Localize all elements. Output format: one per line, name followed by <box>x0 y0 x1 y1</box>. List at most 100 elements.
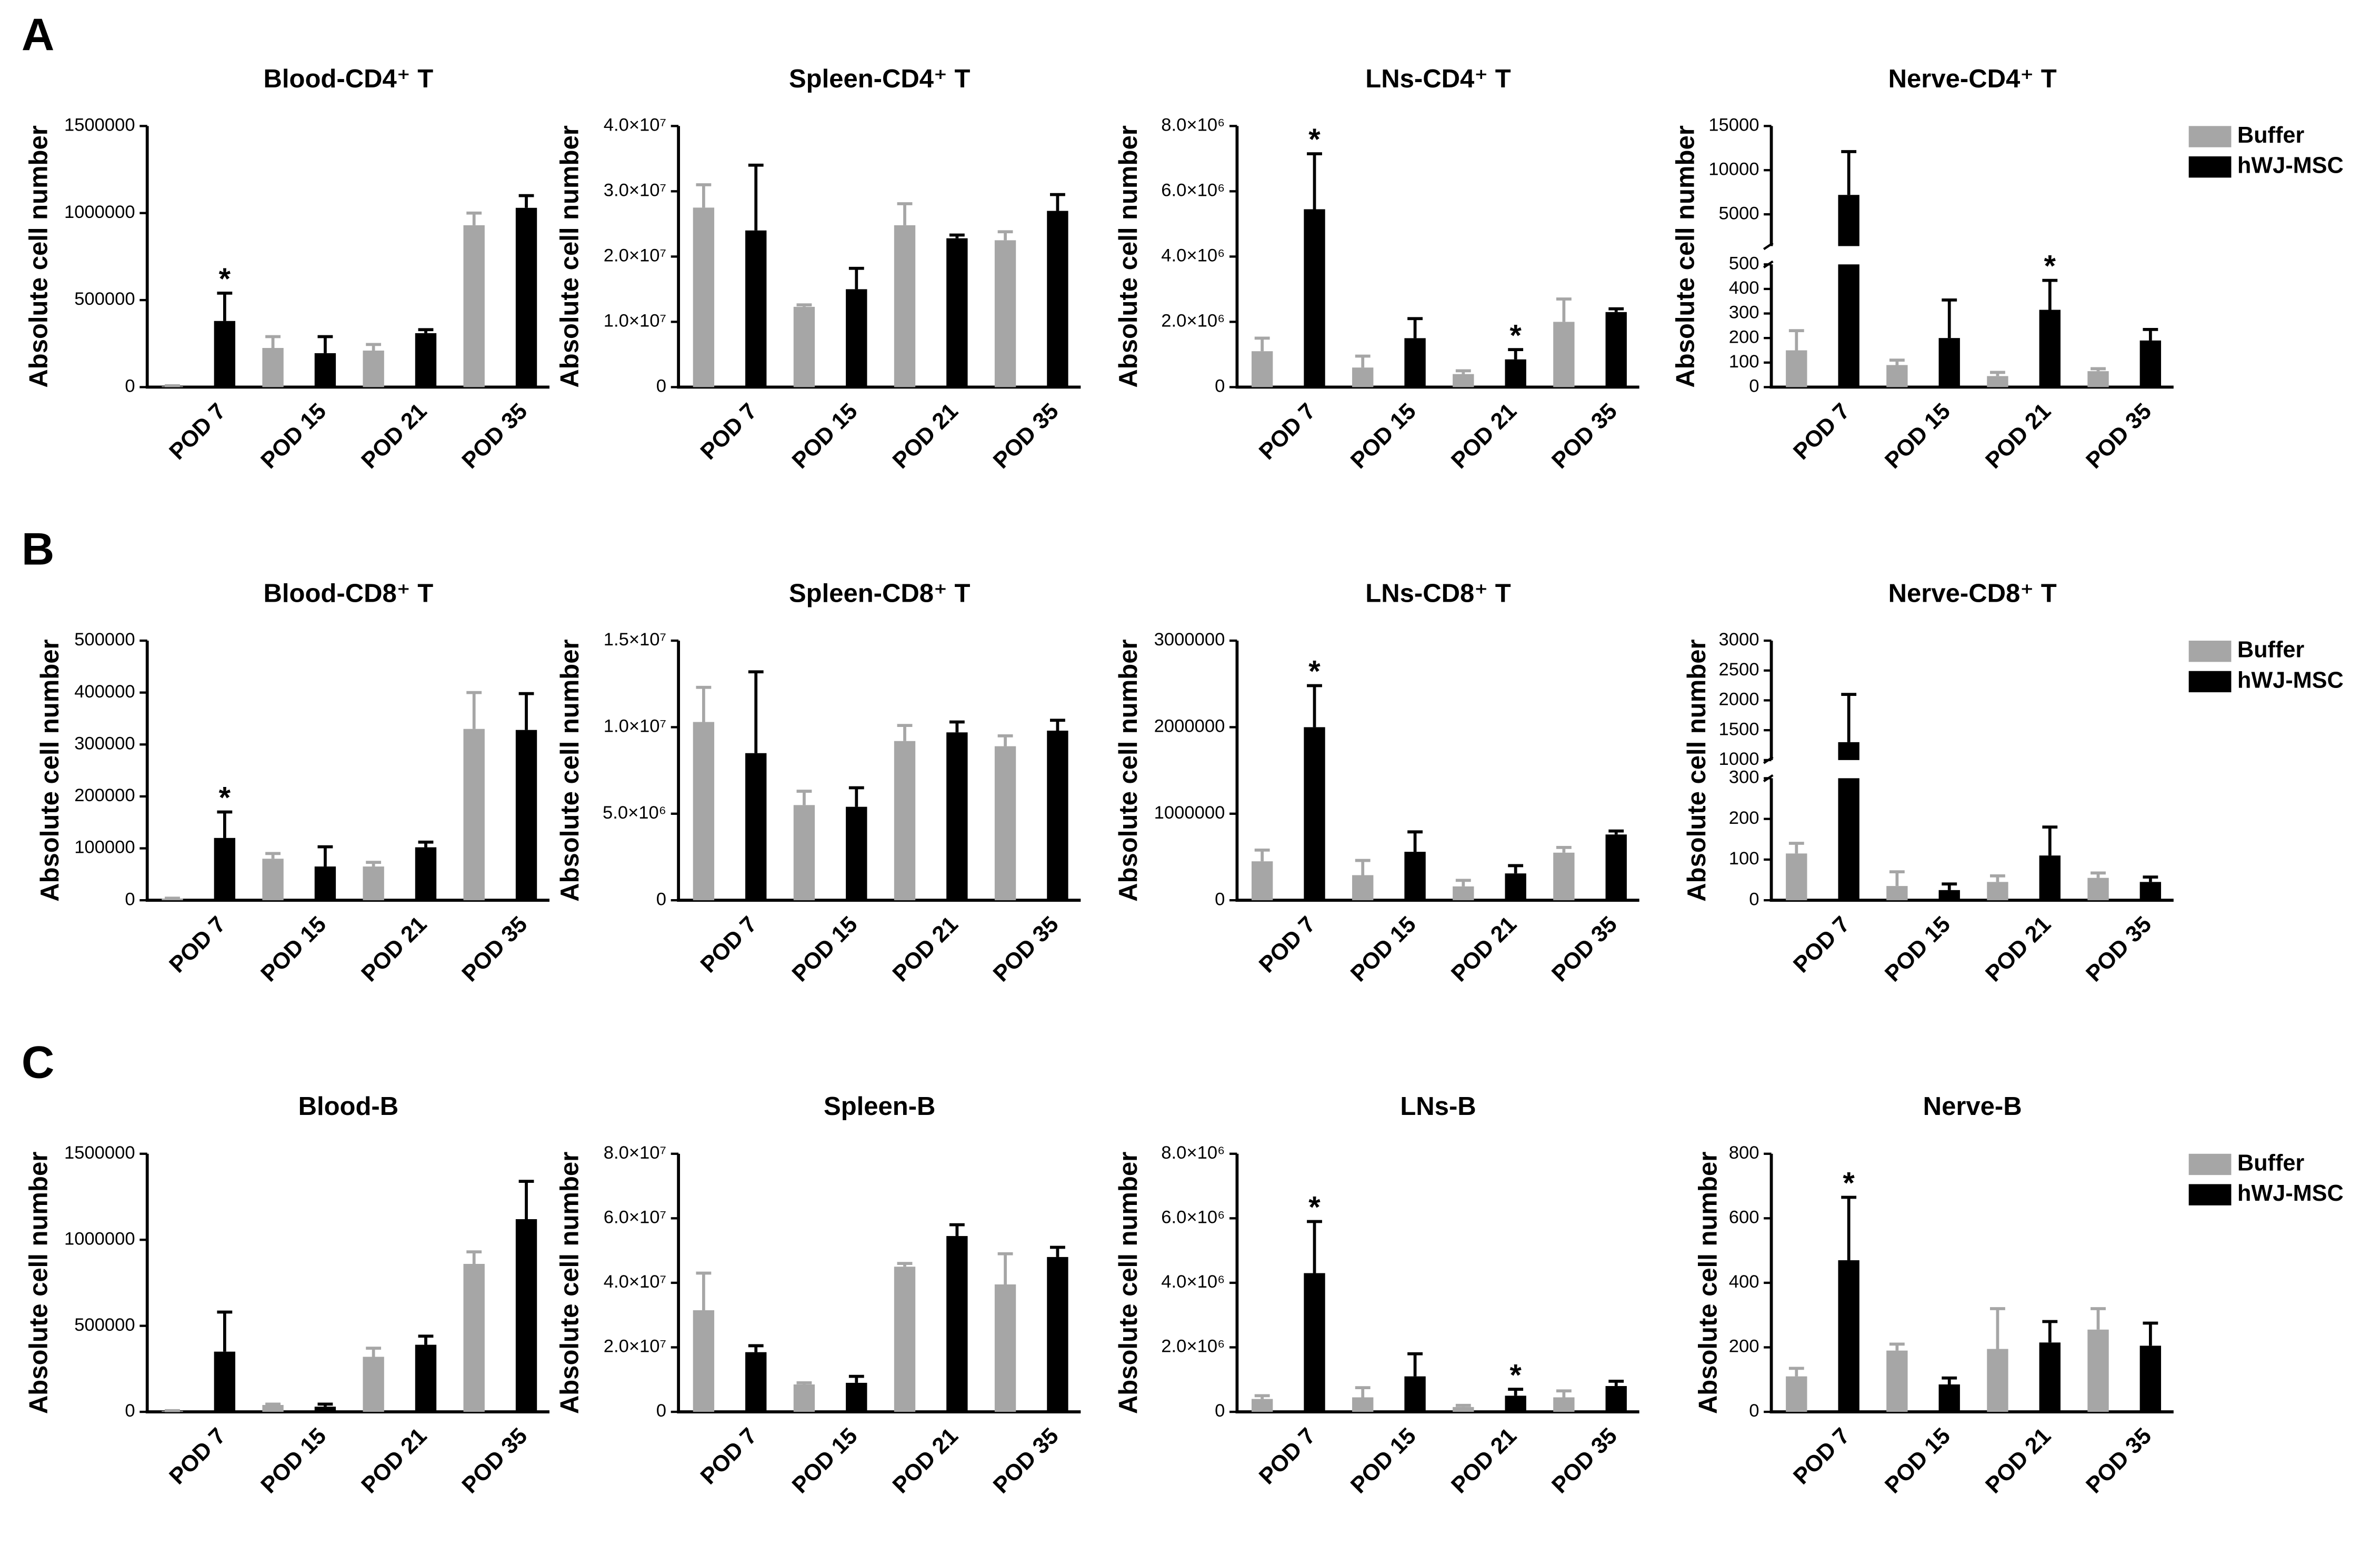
error-bar <box>997 734 1013 746</box>
error-bar <box>1841 693 1857 742</box>
legend-swatch <box>2188 1153 2232 1175</box>
error-bar <box>2042 278 2058 310</box>
y-tick-label: 300000 <box>74 733 135 753</box>
y-tick-label: 1.0×10⁷ <box>604 311 666 331</box>
legend-label: Buffer <box>2237 637 2305 663</box>
error-bar <box>2091 1307 2106 1330</box>
y-tick-label: 2500 <box>1719 660 1759 680</box>
error-bar <box>1407 317 1423 338</box>
bar <box>693 722 715 901</box>
y-tick-label: 0 <box>125 889 135 909</box>
error-bar <box>1990 371 2005 376</box>
error-bar <box>1788 842 1804 854</box>
error-bar <box>848 266 864 290</box>
bar <box>793 306 815 387</box>
bar <box>1404 852 1426 901</box>
y-axis-label: Absolute cell number <box>24 125 53 387</box>
error-bar <box>1455 369 1471 374</box>
error-bar <box>1788 329 1804 351</box>
error-bar <box>1307 1220 1322 1273</box>
error-bar <box>317 335 333 353</box>
bar <box>1505 1396 1526 1412</box>
error-bar <box>1841 1195 1857 1261</box>
bar <box>363 866 384 901</box>
chart-title: Blood-CD4⁺ T <box>264 65 434 93</box>
bar <box>946 732 968 901</box>
legend-swatch <box>2188 156 2232 178</box>
chart-title: Nerve-CD8⁺ T <box>1888 579 2057 607</box>
y-axis-label: Absolute cell number <box>556 125 584 387</box>
error-bar <box>1355 1386 1371 1398</box>
error-bar <box>1608 829 1624 835</box>
bar <box>1251 1399 1273 1412</box>
bar <box>793 805 815 901</box>
error-bar <box>1608 1379 1624 1387</box>
bar <box>994 1284 1016 1412</box>
chart-title: Spleen-CD8⁺ T <box>789 579 971 607</box>
error-bar <box>1508 1388 1524 1396</box>
error-bar <box>518 692 534 730</box>
bar <box>2039 1342 2061 1412</box>
error-bar <box>317 1402 333 1407</box>
error-bar <box>418 1334 434 1345</box>
bar <box>2087 371 2109 387</box>
y-tick-label: 200 <box>1729 808 1759 828</box>
bar <box>515 207 537 387</box>
y-tick-label: 500000 <box>74 1315 135 1335</box>
error-bar <box>748 1344 764 1352</box>
bar <box>2039 855 2061 901</box>
bar <box>2087 878 2109 901</box>
chart-title: LNs-B <box>1400 1092 1476 1121</box>
y-tick-label: 4.0×10⁶ <box>1161 1272 1225 1292</box>
error-bar <box>796 303 812 307</box>
y-tick-label: 0 <box>1749 1401 1759 1421</box>
bar <box>1987 1349 2008 1412</box>
bar <box>1505 873 1526 901</box>
error-bar <box>466 691 482 729</box>
bar <box>1886 886 1908 901</box>
bar <box>1605 312 1627 387</box>
significance-mark: * <box>219 262 231 296</box>
bar <box>894 1267 916 1412</box>
y-tick-label: 8.0×10⁷ <box>604 1143 666 1163</box>
y-tick-label: 2.0×10⁶ <box>1161 311 1225 331</box>
y-tick-label: 0 <box>1215 889 1225 909</box>
error-bar <box>748 163 764 231</box>
error-bar <box>1889 870 1905 886</box>
error-bar <box>1407 1352 1423 1377</box>
bar <box>1304 1273 1325 1412</box>
bar <box>1453 374 1474 387</box>
bar <box>2087 1329 2109 1412</box>
y-tick-label: 3000 <box>1719 630 1759 650</box>
bar <box>994 746 1016 901</box>
bar <box>1352 1397 1374 1412</box>
error-bar <box>1049 1245 1065 1257</box>
y-tick-label: 4.0×10⁶ <box>1161 246 1225 266</box>
error-bar <box>1942 882 1957 890</box>
bar <box>846 1382 867 1412</box>
error-bar <box>2042 825 2058 856</box>
bar <box>2039 310 2061 387</box>
y-tick-label: 5.0×10⁶ <box>603 803 666 823</box>
error-bar <box>366 343 382 351</box>
y-tick-label: 400 <box>1729 1272 1759 1292</box>
y-tick-label: 100000 <box>74 838 135 858</box>
bar <box>515 1219 537 1412</box>
y-tick-label: 200 <box>1729 327 1759 347</box>
error-bar <box>1254 848 1270 862</box>
y-tick-label: 0 <box>1749 889 1759 909</box>
error-bar <box>1254 336 1270 352</box>
bar <box>793 1384 815 1412</box>
bar <box>1352 875 1374 901</box>
error-bar <box>949 720 965 733</box>
legend-label: Buffer <box>2237 123 2305 148</box>
error-bar <box>997 230 1013 241</box>
error-bar <box>317 845 333 867</box>
bar <box>894 225 916 387</box>
y-tick-label: 1500000 <box>64 1143 135 1163</box>
bar <box>463 1263 485 1412</box>
error-bar <box>1049 193 1065 211</box>
error-bar <box>696 685 712 722</box>
y-axis-label: Absolute cell number <box>1671 125 1699 387</box>
bar <box>415 847 437 901</box>
